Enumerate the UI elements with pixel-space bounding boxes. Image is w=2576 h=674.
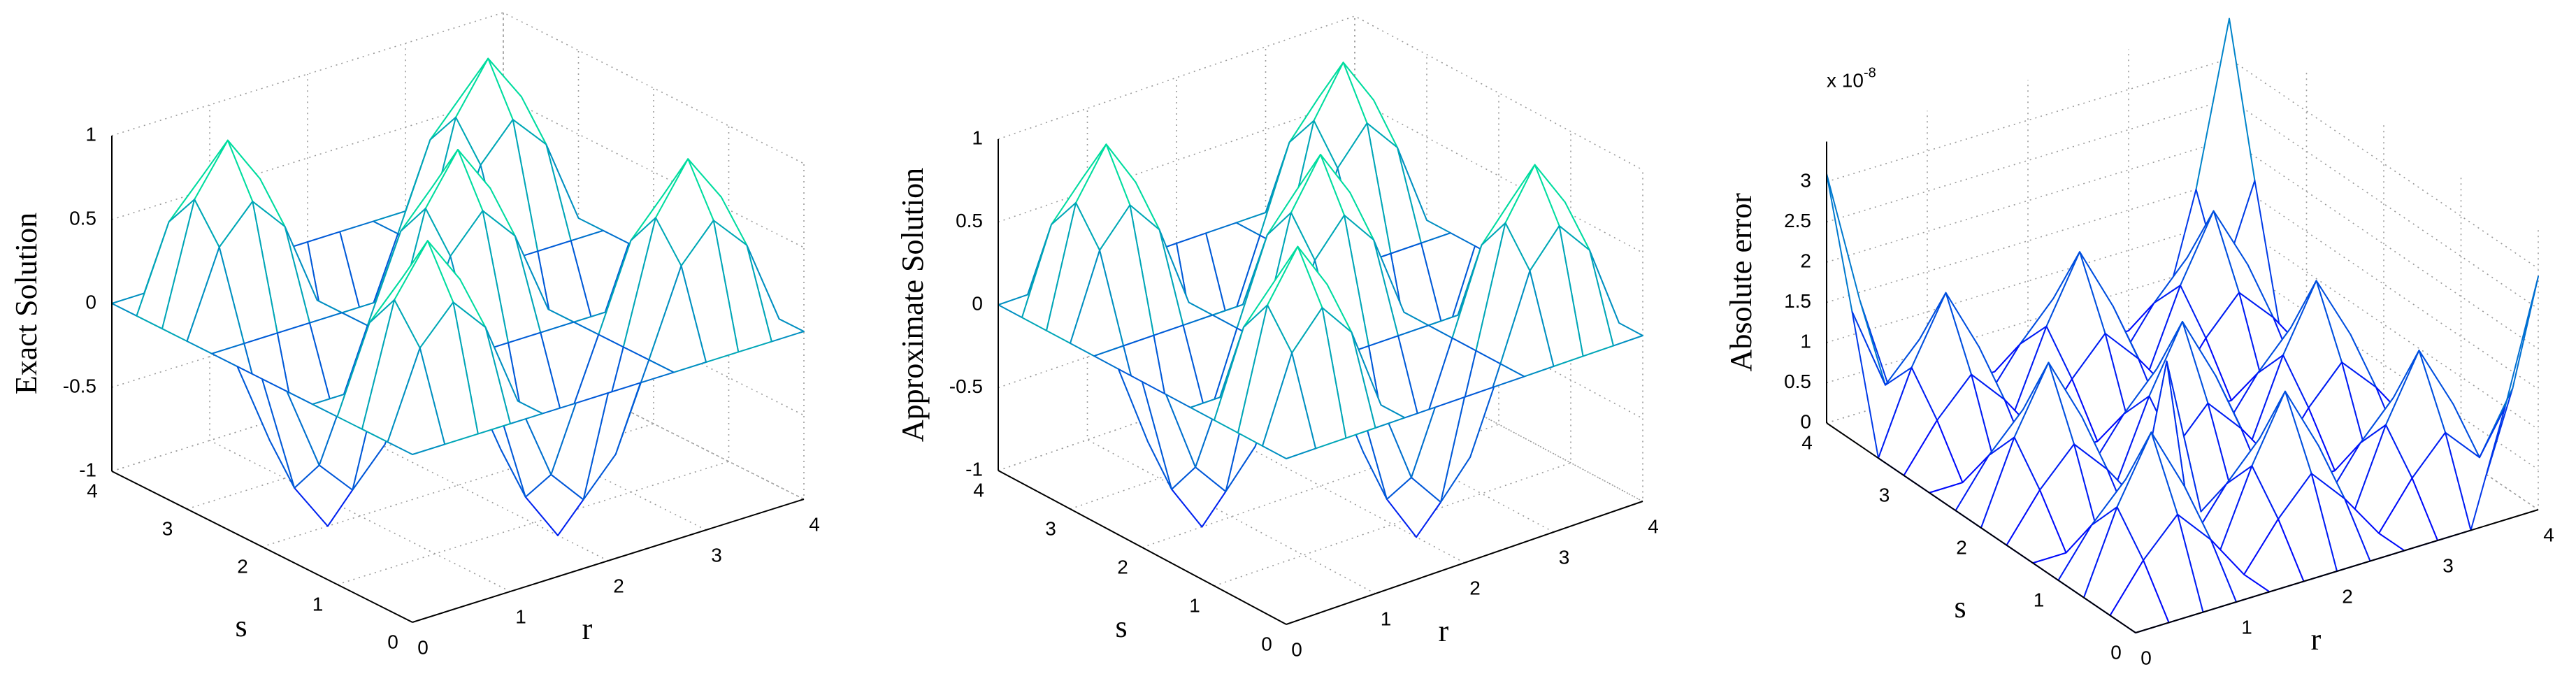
axis-line [111, 471, 413, 623]
x-tick-label: 4 [1648, 515, 1659, 537]
y-axis-title: s [1115, 610, 1127, 644]
z-tick-label: 1 [972, 127, 983, 148]
x-tick-label: 1 [515, 605, 526, 627]
y-tick-label: 2 [1117, 556, 1128, 578]
y-tick-label: 4 [87, 480, 98, 501]
z-tick-label: 0.5 [956, 210, 983, 231]
x-axis-title: r [2311, 622, 2322, 657]
z-tick-label: 0 [1800, 410, 1811, 432]
x-axis-title: r [1439, 614, 1449, 648]
x-tick-label: 3 [1559, 546, 1570, 568]
z-tick-label: -1 [965, 458, 983, 480]
x-tick-label: 1 [1381, 608, 1392, 629]
z-tick-label: 0.5 [1784, 371, 1811, 392]
y-tick-label: 1 [1189, 594, 1200, 616]
x-tick-label: 2 [1469, 577, 1481, 598]
z-tick-label: -1 [79, 459, 96, 480]
z-tick-label: 1.5 [1784, 290, 1811, 312]
z-tick-label: 0 [972, 292, 983, 314]
z-tick-label: 3 [1800, 169, 1811, 191]
y-tick-label: 4 [973, 479, 984, 501]
axis-line [1286, 501, 1643, 625]
z-tick-label: 0 [85, 291, 96, 313]
y-tick-label: 3 [1045, 517, 1056, 539]
z-tick-label: -0.5 [63, 375, 96, 396]
grid-line [1826, 178, 2539, 390]
y-tick-label: 0 [2110, 641, 2122, 663]
surface-cell [2479, 275, 2539, 459]
x-axis-title: r [582, 612, 593, 646]
axis-line [998, 470, 1287, 625]
x-tick-label: 3 [711, 544, 722, 566]
x-tick-label: 0 [1291, 638, 1302, 660]
z-tick-label: 0.5 [69, 207, 96, 229]
y-tick-label: 0 [1261, 633, 1272, 654]
surface-cell [387, 347, 446, 455]
y-tick-label: 3 [162, 517, 173, 539]
grid-line [1826, 138, 2539, 350]
axis-line [2135, 509, 2539, 633]
z-tick-label: 1 [85, 123, 96, 145]
z-axis-title: Exact Solution [9, 213, 43, 394]
y-tick-label: 4 [1801, 431, 1813, 453]
axis-line [412, 499, 805, 623]
x-tick-label: 2 [613, 575, 624, 596]
z-tick-label: -0.5 [949, 375, 983, 397]
z-axis-title: Absolute error [1724, 193, 1758, 372]
z-tick-label: 2 [1800, 250, 1811, 271]
x-tick-label: 3 [2442, 554, 2454, 576]
y-tick-label: 2 [237, 555, 248, 577]
axis-line [1826, 422, 2136, 633]
axis-multiplier: x 10-8 [1827, 66, 1876, 92]
y-tick-label: 2 [1956, 536, 1967, 558]
x-tick-label: 0 [417, 636, 429, 658]
x-tick-label: 2 [2342, 585, 2353, 607]
grid-line [1826, 98, 2539, 310]
x-tick-label: 4 [2543, 524, 2554, 545]
y-tick-label: 1 [2034, 589, 2045, 610]
y-tick-label: 0 [387, 631, 398, 652]
x-tick-label: 0 [2140, 647, 2152, 668]
surface-cell [1826, 173, 1886, 386]
z-tick-label: 2.5 [1784, 210, 1811, 231]
z-axis-title: Approximate Solution [895, 168, 930, 442]
grid-line [1826, 219, 2539, 430]
multiplier-base: x 10 [1827, 70, 1864, 92]
surface-cell [1262, 352, 1317, 459]
y-tick-label: 1 [312, 593, 324, 615]
y-axis-title: s [1954, 590, 1966, 624]
y-tick-label: 3 [1879, 484, 1890, 505]
z-tick-label: 1 [1800, 330, 1811, 352]
x-tick-label: 4 [809, 513, 820, 535]
multiplier-exponent: -8 [1864, 66, 1876, 81]
grid-line [1826, 58, 2539, 269]
x-tick-label: 1 [2241, 616, 2252, 638]
y-axis-title: s [235, 609, 247, 643]
